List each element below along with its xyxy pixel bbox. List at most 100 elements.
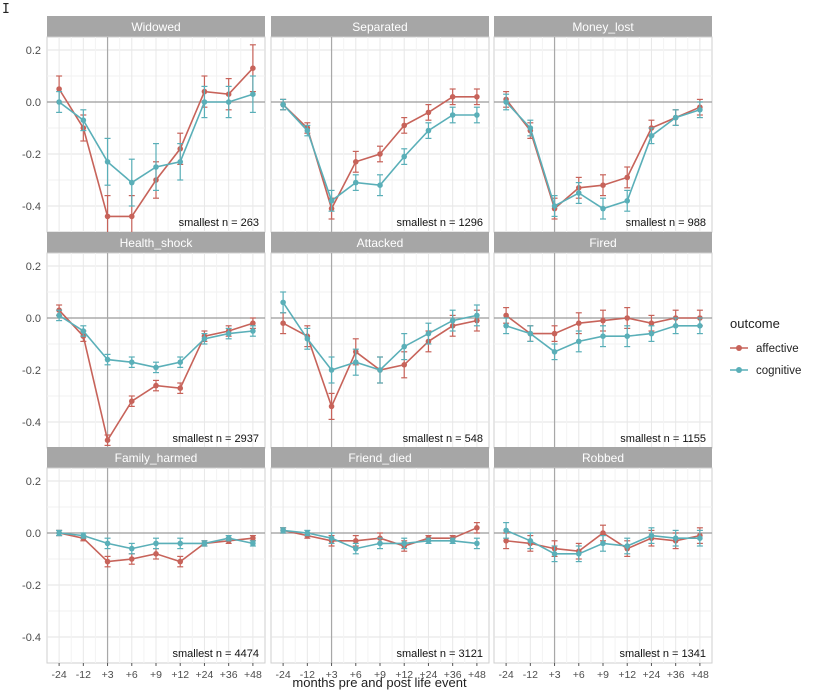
x-tick-label: +3: [102, 669, 114, 681]
data-point-cognitive: [600, 333, 606, 340]
data-point-affective: [128, 213, 135, 220]
smallest-n-label: smallest n = 2937: [172, 433, 259, 445]
data-point-affective: [600, 317, 606, 324]
facet-strip: [494, 447, 712, 468]
data-point-cognitive: [377, 367, 383, 373]
data-point-cognitive: [104, 356, 111, 363]
data-point-affective: [280, 320, 286, 327]
facet-strip: [271, 447, 489, 468]
data-point-cognitive: [225, 99, 232, 105]
data-point-cognitive: [280, 101, 286, 108]
data-point-affective: [551, 330, 558, 337]
data-point-affective: [600, 182, 606, 188]
y-tick-label: 0.2: [26, 261, 41, 273]
data-point-cognitive: [328, 535, 335, 541]
facet-strip: [47, 232, 265, 253]
data-point-cognitive: [128, 359, 135, 366]
x-tick-label: +3: [549, 669, 561, 681]
y-tick-label: 0.2: [26, 45, 41, 57]
x-tick-label: +36: [444, 669, 462, 681]
data-point-cognitive: [425, 127, 432, 134]
smallest-n-label: smallest n = 3121: [396, 648, 483, 660]
x-tick-label: +12: [395, 669, 413, 681]
data-point-cognitive: [201, 336, 208, 342]
smallest-n-label: smallest n = 988: [626, 217, 706, 229]
data-point-cognitive: [697, 535, 703, 541]
data-point-affective: [352, 538, 359, 544]
data-point-affective: [250, 65, 256, 71]
data-point-cognitive: [672, 323, 679, 329]
data-point-cognitive: [104, 540, 111, 547]
data-point-cognitive: [425, 330, 432, 337]
data-point-affective: [449, 94, 456, 100]
y-tick-label: 0.2: [26, 476, 41, 488]
x-tick-label: +3: [326, 669, 338, 681]
facet-strip: [47, 447, 265, 468]
data-point-affective: [624, 315, 631, 321]
data-point-cognitive: [352, 545, 359, 552]
x-tick-label: -12: [523, 669, 538, 681]
data-point-affective: [250, 535, 256, 541]
data-point-affective: [624, 174, 631, 181]
facet-strip: [47, 16, 265, 37]
data-point-cognitive: [128, 545, 135, 552]
data-point-affective: [474, 525, 480, 531]
data-point-cognitive: [352, 179, 359, 186]
facet-title: Family_harmed: [115, 451, 198, 465]
x-tick-label: +24: [643, 669, 661, 681]
data-point-affective: [503, 538, 509, 544]
data-point-affective: [503, 312, 509, 319]
data-point-cognitive: [80, 117, 87, 123]
x-tick-label: +9: [597, 669, 609, 681]
y-tick-label: 0.0: [26, 97, 41, 109]
data-point-cognitive: [201, 99, 208, 105]
data-point-cognitive: [575, 190, 582, 196]
x-tick-label: +6: [573, 669, 585, 681]
smallest-n-label: smallest n = 263: [179, 217, 259, 229]
data-point-cognitive: [401, 343, 408, 350]
data-point-cognitive: [425, 538, 432, 544]
data-point-cognitive: [377, 182, 383, 188]
facet-strip: [494, 16, 712, 37]
data-point-cognitive: [449, 112, 456, 118]
facet-title: Money_lost: [572, 20, 634, 34]
data-point-affective: [104, 558, 111, 565]
data-point-affective: [128, 556, 135, 562]
data-point-affective: [352, 159, 359, 165]
facet-title: Robbed: [582, 451, 624, 465]
data-point-cognitive: [503, 323, 509, 329]
facet-strip: [271, 232, 489, 253]
data-point-cognitive: [80, 328, 87, 334]
y-tick-label: -0.2: [22, 580, 41, 592]
data-point-cognitive: [624, 543, 631, 549]
x-tick-label: +24: [196, 669, 214, 681]
data-point-affective: [104, 437, 111, 444]
legend-key-point: [736, 367, 742, 373]
data-point-cognitive: [225, 330, 232, 337]
x-tick-label: +48: [691, 669, 709, 681]
data-point-cognitive: [377, 540, 383, 547]
legend-item-label: cognitive: [756, 365, 801, 377]
data-point-affective: [600, 530, 606, 536]
y-tick-label: -0.4: [22, 417, 41, 429]
data-point-affective: [250, 320, 256, 327]
data-point-cognitive: [474, 112, 480, 118]
data-point-cognitive: [503, 99, 509, 105]
data-point-cognitive: [104, 159, 111, 165]
data-point-cognitive: [624, 198, 631, 204]
x-tick-label: -24: [52, 669, 67, 681]
data-point-cognitive: [128, 179, 135, 186]
x-tick-label: -24: [499, 669, 514, 681]
facet-strip: [494, 232, 712, 253]
data-point-cognitive: [153, 364, 159, 371]
data-point-cognitive: [328, 198, 335, 204]
data-point-affective: [425, 109, 432, 116]
data-point-cognitive: [474, 312, 480, 319]
data-point-affective: [401, 122, 408, 129]
x-tick-label: +12: [171, 669, 189, 681]
text-cursor-icon: I: [2, 2, 10, 17]
data-point-cognitive: [177, 359, 184, 366]
facet-title: Health_shock: [120, 236, 194, 250]
facet-title: Attacked: [357, 236, 404, 250]
x-tick-label: +36: [667, 669, 685, 681]
